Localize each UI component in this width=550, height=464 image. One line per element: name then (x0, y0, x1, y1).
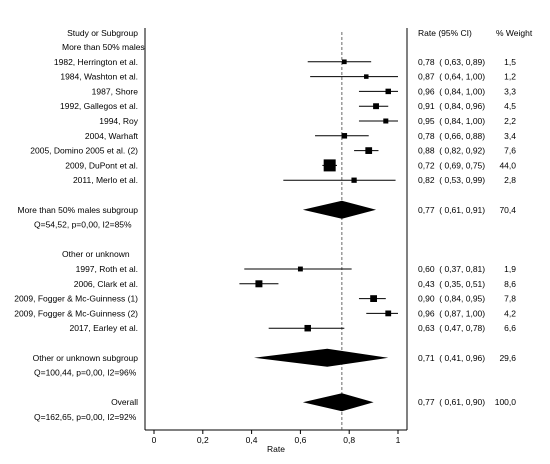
subgroup-label: More than 50% males subgroup (18, 205, 139, 215)
rate-ci-text: 0,78 ( 0,66, 0,88) (418, 131, 485, 141)
pooled-estimate-diamond (254, 348, 389, 367)
weight-text: 4,2 (504, 308, 516, 318)
plot-frame (144, 28, 408, 431)
rate-ci-text: 0,43 ( 0,35, 0,51) (418, 279, 485, 289)
point-estimate-square (364, 74, 369, 79)
rate-ci-text: 0,77 ( 0,61, 0,90) (418, 397, 485, 407)
study-label: 2004, Warhaft (85, 131, 139, 141)
weight-text: 3,3 (504, 86, 516, 96)
weight-text: 4,5 (504, 101, 516, 111)
group-heading: More than 50% males (62, 42, 145, 52)
x-tick-label: 0,4 (246, 435, 258, 445)
forest-rows: More than 50% males 1982, Herrington et a… (14, 42, 516, 422)
heterogeneity-stats: Q=162,65, p=0,00, I2=92% (34, 412, 137, 422)
point-estimate-square (370, 295, 377, 302)
study-label: 1987, Shore (92, 86, 139, 96)
study-label: 2009, Fogger & Mc-Guinness (1) (14, 294, 138, 304)
rate-ci-text: 0,96 ( 0,87, 1,00) (418, 308, 485, 318)
point-estimate-square (323, 159, 336, 172)
x-tick-label: 0,8 (343, 435, 355, 445)
study-label: 1992, Gallegos et al. (60, 101, 138, 111)
rate-ci-text: 0,63 ( 0,47, 0,78) (418, 323, 485, 333)
study-label: 2011, Merlo et al. (73, 175, 138, 185)
rate-ci-text: 0,71 ( 0,41, 0,96) (418, 353, 485, 363)
point-estimate-square (297, 266, 303, 272)
rate-ci-text: 0,60 ( 0,37, 0,81) (418, 264, 485, 274)
subgroup-label: Other or unknown subgroup (33, 353, 139, 363)
rate-ci-text: 0,96 ( 0,84, 1,00) (418, 86, 485, 96)
weight-text: 2,2 (504, 116, 516, 126)
point-estimate-square (373, 103, 379, 110)
weight-text: 6,6 (504, 323, 516, 333)
rate-ci-text: 0,88 ( 0,82, 0,92) (418, 146, 485, 156)
rate-ci-text: 0,87 ( 0,64, 1,00) (418, 72, 485, 82)
study-label: 1984, Washton et al. (60, 72, 138, 82)
header-weight: % Weight (496, 28, 533, 38)
weight-text: 3,4 (504, 131, 516, 141)
x-axis: 0 0,2 0,4 0,6 0,8 1 (152, 430, 401, 445)
rate-ci-text: 0,95 ( 0,84, 1,00) (418, 116, 485, 126)
study-label: 2009, Fogger & Mc-Guinness (2) (14, 308, 138, 318)
heterogeneity-stats: Q=100,44, p=0,00, I2=96% (34, 368, 137, 378)
rate-ci-text: 0,82 ( 0,53, 0,99) (418, 175, 485, 185)
point-estimate-square (341, 59, 347, 65)
weight-text: 7,8 (504, 294, 516, 304)
point-estimate-square (385, 310, 392, 317)
rate-ci-text: 0,91 ( 0,84, 0,96) (418, 101, 485, 111)
study-label: 1982, Herrington et al. (54, 57, 138, 67)
study-label: 2005, Domino 2005 et al. (2) (30, 146, 138, 156)
subgroup-label: Overall (111, 397, 138, 407)
study-label: 1997, Roth et al. (76, 264, 138, 274)
point-estimate-square (351, 177, 357, 183)
pooled-estimate-diamond (302, 200, 377, 219)
weight-text: 1,2 (504, 72, 516, 82)
header-rate-ci: Rate (95% CI) (418, 28, 472, 38)
x-tick-label: 1 (396, 435, 401, 445)
point-estimate-square (255, 280, 263, 288)
point-estimate-square (385, 88, 391, 95)
rate-ci-text: 0,78 ( 0,63, 0,89) (418, 57, 485, 67)
weight-text: 7,6 (504, 146, 516, 156)
x-tick-label: 0 (152, 435, 157, 445)
study-label: 2017, Earley et al. (69, 323, 138, 333)
weight-text: 44,0 (499, 160, 516, 170)
study-label: 1994, Roy (99, 116, 138, 126)
heterogeneity-stats: Q=54,52, p=0,00, I2=85% (34, 220, 132, 230)
study-label: 2006, Clark et al. (74, 279, 138, 289)
group-heading: Other or unknown (62, 249, 130, 259)
study-label: 2009, DuPont et al. (65, 160, 138, 170)
weight-text: 100,0 (495, 397, 517, 407)
x-tick-label: 0,2 (197, 435, 209, 445)
x-axis-label: Rate (267, 444, 285, 454)
weight-text: 70,4 (499, 205, 516, 215)
weight-text: 1,9 (504, 264, 516, 274)
rate-ci-text: 0,90 ( 0,84, 0,95) (418, 294, 485, 304)
pooled-estimate-diamond (302, 393, 374, 412)
weight-text: 2,8 (504, 175, 516, 185)
x-tick-label: 0,6 (294, 435, 306, 445)
rate-ci-text: 0,77 ( 0,61, 0,91) (418, 205, 485, 215)
weight-text: 8,6 (504, 279, 516, 289)
point-estimate-square (304, 324, 311, 332)
point-estimate-square (383, 118, 389, 124)
weight-text: 1,5 (504, 57, 516, 67)
header-study: Study or Subgroup (67, 28, 138, 38)
weight-text: 29,6 (499, 353, 516, 363)
point-estimate-square (365, 147, 373, 154)
point-estimate-square (341, 133, 348, 139)
rate-ci-text: 0,72 ( 0,69, 0,75) (418, 160, 485, 170)
table-header: Study or Subgroup Rate (95% CI) % Weight (67, 28, 533, 38)
